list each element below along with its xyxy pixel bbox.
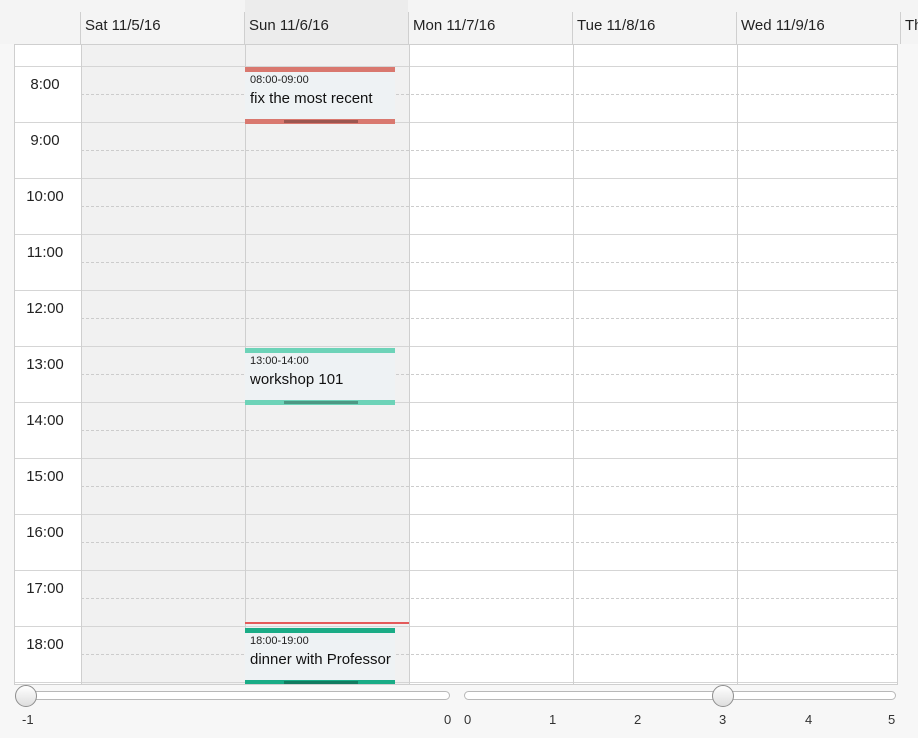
half-hour-line (81, 150, 897, 151)
column-divider (409, 45, 410, 684)
calendar-grid[interactable]: 8:00 9:00 10:00 11:00 12:00 13:00 14:00 … (14, 44, 898, 685)
half-hour-line (81, 486, 897, 487)
event-title: workshop 101 (250, 371, 344, 388)
column-divider (737, 45, 738, 684)
left-slider-track[interactable] (16, 691, 450, 700)
half-hour-line (81, 430, 897, 431)
current-time-line (245, 622, 409, 624)
header-divider (736, 12, 737, 44)
half-hour-line (81, 206, 897, 207)
right-slider-knob[interactable] (712, 685, 734, 707)
right-slider-tick: 5 (888, 712, 896, 727)
time-label: 10:00 (26, 188, 64, 205)
header-divider (80, 12, 81, 44)
header-divider (572, 12, 573, 44)
column-divider (81, 45, 82, 684)
right-slider-track[interactable] (464, 691, 896, 700)
hour-line (15, 290, 897, 291)
right-slider-tick: 0 (464, 712, 472, 727)
event-time: 13:00-14:00 (250, 355, 309, 367)
event-card[interactable]: 13:00-14:00 workshop 101 (245, 348, 395, 405)
calendar-header: Sat 11/5/16 Sun 11/6/16 Mon 11/7/16 Tue … (0, 0, 918, 44)
hour-line (15, 346, 897, 347)
column-header-tue[interactable]: Tue 11/8/16 (577, 17, 656, 34)
column-divider (573, 45, 574, 684)
event-title: fix the most recent (250, 90, 373, 107)
column-header-thu[interactable]: Th (905, 17, 918, 34)
right-slider-tick: 1 (549, 712, 557, 727)
hour-line (15, 682, 897, 683)
time-label: 12:00 (26, 300, 64, 317)
half-hour-line (81, 262, 897, 263)
time-label: 13:00 (26, 356, 64, 373)
time-label: 14:00 (26, 412, 64, 429)
hour-line (15, 458, 897, 459)
header-divider (900, 12, 901, 44)
event-time: 18:00-19:00 (250, 635, 309, 647)
half-hour-line (81, 318, 897, 319)
hour-line (15, 570, 897, 571)
column-header-sun[interactable]: Sun 11/6/16 (245, 0, 408, 44)
time-label: 17:00 (26, 580, 64, 597)
right-slider-tick: 2 (634, 712, 642, 727)
event-resize-handle[interactable] (245, 119, 395, 124)
half-hour-line (81, 94, 897, 95)
event-card[interactable]: 08:00-09:00 fix the most recent (245, 67, 395, 124)
time-label: 9:00 (30, 132, 60, 149)
event-top-bar (245, 628, 395, 633)
column-header-sat[interactable]: Sat 11/5/16 (85, 17, 161, 34)
left-slider-tick: 0 (444, 712, 452, 727)
time-label: 15:00 (26, 468, 64, 485)
event-top-bar (245, 67, 395, 72)
hour-line (15, 178, 897, 179)
event-resize-handle[interactable] (245, 680, 395, 684)
hour-line (15, 122, 897, 123)
half-hour-line (81, 374, 897, 375)
event-title: dinner with Professor (250, 651, 391, 668)
time-column (15, 45, 81, 684)
event-card[interactable]: 18:00-19:00 dinner with Professor (245, 628, 395, 684)
event-resize-handle[interactable] (245, 400, 395, 405)
left-slider-tick: -1 (22, 712, 34, 727)
event-time: 08:00-09:00 (250, 74, 309, 86)
hour-line (15, 626, 897, 627)
header-divider (408, 12, 409, 44)
time-label: 16:00 (26, 524, 64, 541)
hour-line (15, 402, 897, 403)
time-label: 11:00 (26, 244, 64, 261)
right-slider-tick: 3 (719, 712, 727, 727)
right-slider-tick: 4 (805, 712, 813, 727)
hour-line (15, 234, 897, 235)
header-divider (244, 12, 245, 44)
event-top-bar (245, 348, 395, 353)
time-label: 8:00 (30, 76, 60, 93)
column-header-wed[interactable]: Wed 11/9/16 (741, 17, 825, 34)
half-hour-line (81, 542, 897, 543)
day-column-sat[interactable] (81, 45, 245, 684)
hour-line (15, 66, 897, 67)
half-hour-line (81, 654, 897, 655)
column-header-mon[interactable]: Mon 11/7/16 (413, 17, 496, 34)
half-hour-line (81, 598, 897, 599)
time-label: 18:00 (26, 636, 64, 653)
hour-line (15, 514, 897, 515)
left-slider-knob[interactable] (15, 685, 37, 707)
